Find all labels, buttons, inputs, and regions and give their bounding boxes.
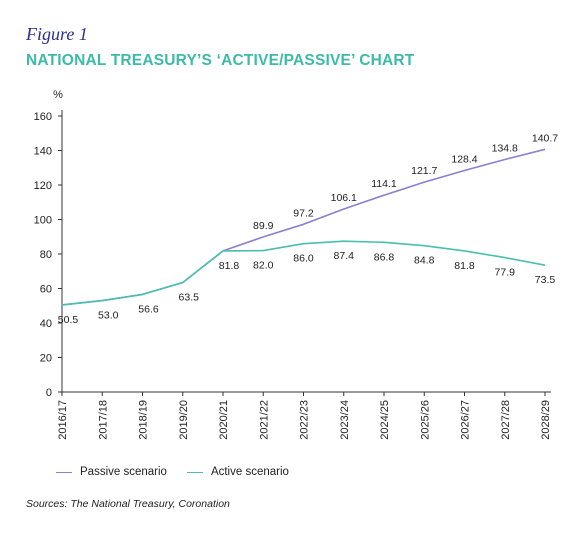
legend-swatch-active (186, 471, 203, 473)
data-label-passive: 134.8 (492, 142, 518, 154)
x-tick-label: 2021/22 (258, 400, 270, 440)
y-tick-label: 20 (40, 353, 52, 365)
series-line-active (61, 240, 546, 306)
legend-label-active: Active scenario (210, 466, 289, 478)
data-label: 63.5 (179, 291, 200, 303)
x-tick-label: 2026/27 (460, 400, 472, 440)
data-label-active: 82.0 (253, 260, 274, 272)
x-tick-label: 2028/29 (540, 400, 552, 440)
figure-label: Figure 1 (26, 24, 88, 44)
data-label-passive: 128.4 (451, 154, 477, 166)
x-tick-label: 2024/25 (379, 400, 391, 440)
data-label: 56.6 (138, 303, 159, 315)
data-label-passive: 89.9 (253, 220, 274, 232)
data-label-passive: 140.7 (532, 132, 558, 144)
data-label-active: 73.5 (535, 274, 556, 286)
legend-item-active: Active scenario (186, 466, 289, 478)
data-label-passive: 121.7 (411, 165, 437, 177)
y-tick-label: 100 (34, 215, 52, 227)
data-label-passive: 97.2 (293, 207, 314, 219)
data-label-active: 77.9 (495, 267, 516, 279)
x-tick-label: 2025/26 (419, 400, 431, 440)
x-tick-label: 2018/19 (138, 400, 150, 440)
data-label: 50.5 (58, 314, 79, 326)
y-tick-label: 160 (34, 111, 52, 123)
y-tick-label: 0 (46, 387, 52, 399)
x-tick-label: 2019/20 (178, 400, 190, 440)
x-tick-label: 2016/17 (57, 400, 69, 440)
line-chart: % 0 20 40 60 80 100 120 140 160 2016/17 2017/18 2018… (34, 89, 559, 440)
source-note: Sources: The National Treasury, Coronati… (26, 498, 230, 510)
data-label-active: 86.8 (374, 251, 395, 263)
legend-swatch-passive (56, 471, 72, 473)
x-tick-label: 2023/24 (339, 400, 351, 440)
x-tick-label: 2020/21 (218, 400, 230, 440)
data-label-passive: 106.1 (331, 192, 357, 204)
data-label-active: 84.8 (414, 255, 435, 267)
y-axis-unit: % (53, 89, 63, 101)
data-label-active: 81.8 (454, 260, 475, 272)
x-tick-label: 2022/23 (299, 400, 311, 440)
x-tick-label: 2027/28 (500, 400, 512, 440)
legend-item-passive: Passive scenario (56, 466, 167, 478)
data-label-active: 86.0 (293, 253, 314, 265)
y-tick-label: 120 (34, 180, 52, 192)
series-line-passive (61, 148, 546, 306)
chart-title: NATIONAL TREASURY’S ‘ACTIVE/PASSIVE’ CHA… (26, 52, 415, 69)
x-tick-label: 2017/18 (97, 400, 109, 440)
data-label-passive: 114.1 (371, 178, 397, 190)
data-label: 81.8 (219, 260, 240, 272)
legend-label-passive: Passive scenario (80, 466, 167, 478)
data-label: 53.0 (98, 310, 119, 322)
y-tick-label: 80 (40, 249, 52, 261)
y-tick-label: 60 (40, 284, 52, 296)
data-label-active: 87.4 (334, 250, 355, 262)
legend: Passive scenario Active scenario (56, 466, 289, 478)
y-tick-label: 40 (40, 318, 52, 330)
y-tick-label: 140 (34, 146, 52, 158)
